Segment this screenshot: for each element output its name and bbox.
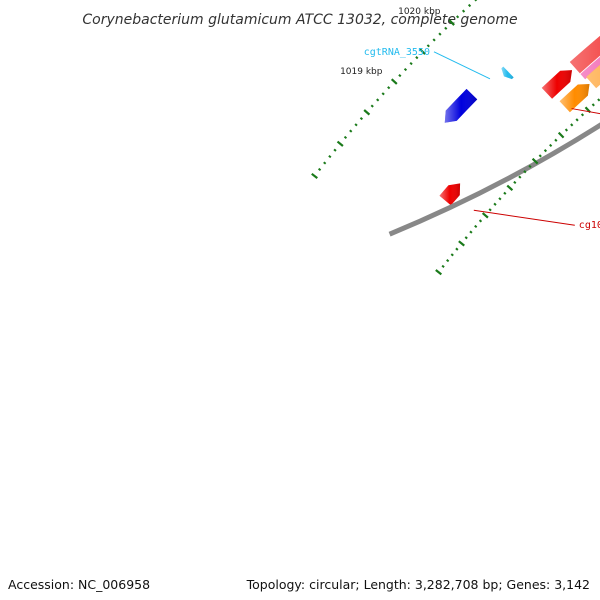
scale-tick <box>349 129 353 133</box>
scale-tick <box>387 86 391 90</box>
feature-labels: cg1096cgtRNA_3550cg1098mfdcg1100 <box>364 47 600 231</box>
scale-tick <box>478 219 483 223</box>
scale-tick <box>488 208 492 212</box>
gene-arrow-shade <box>559 84 590 113</box>
scale-tick <box>354 123 358 127</box>
feature-layer <box>439 35 600 206</box>
scale-tick <box>549 143 553 148</box>
scale-tick <box>503 191 507 195</box>
scale-tick <box>493 202 497 206</box>
scale-tick <box>311 172 318 179</box>
scale-tick <box>323 161 327 165</box>
scale-tick <box>450 253 454 257</box>
scale-tick <box>336 140 344 147</box>
label-leader <box>433 51 491 80</box>
scale-tick <box>467 3 472 8</box>
scale-tick <box>570 123 574 127</box>
scale-tick <box>597 98 600 102</box>
scale-tick <box>415 56 419 60</box>
scale-tick <box>435 269 443 276</box>
scale-tick <box>458 240 465 247</box>
scale-tick <box>464 236 468 240</box>
genome-backbone <box>388 122 600 237</box>
gene-arrow-shade <box>569 35 600 74</box>
scale-label: 1020 kbp <box>398 7 441 17</box>
topology-info: Topology: circular; Length: 3,282,708 bp… <box>246 577 590 592</box>
scale-tick <box>506 184 514 192</box>
scale-tick <box>403 67 408 72</box>
scale-tick <box>523 170 527 174</box>
scale-tick <box>448 19 455 26</box>
scale-tick <box>328 154 332 159</box>
gene-label[interactable]: cg1096 <box>579 220 600 231</box>
scale-tick <box>370 104 374 108</box>
scale-tick <box>564 128 569 132</box>
label-leader <box>571 108 600 115</box>
scale-tick <box>455 247 459 251</box>
scale-tick <box>531 157 539 165</box>
scale-tick <box>474 0 478 2</box>
accession-info: Accession: NC_006958 <box>8 577 151 592</box>
scale-tick <box>498 197 502 201</box>
scale-tick <box>317 167 322 172</box>
scale-tick <box>419 48 426 55</box>
label-leader <box>473 209 575 226</box>
scale-tick <box>543 149 548 153</box>
gene-arrow-shade <box>444 88 478 123</box>
scale-tick <box>461 9 466 13</box>
scale-tick <box>390 78 398 85</box>
scale-tick <box>432 38 436 42</box>
gene-arrow-shade <box>586 64 600 89</box>
gene-arrow-shade <box>501 66 514 80</box>
map-title: Corynebacterium glutamicum ATCC 13032, c… <box>82 12 517 28</box>
scale-tick <box>518 175 522 179</box>
scale-tick <box>376 98 380 102</box>
scale-tick <box>363 109 371 116</box>
scale-tick <box>580 113 585 117</box>
gene-arrow-shade <box>580 56 600 80</box>
gene-arrow-shade <box>541 70 573 99</box>
scale-tick <box>343 135 348 139</box>
scale-tick <box>575 118 579 122</box>
scale-tick <box>469 230 473 234</box>
scale-label: 1019 kbp <box>340 67 383 77</box>
scale-tick <box>591 103 595 107</box>
scale-tick <box>438 32 442 36</box>
gene-label[interactable]: cgtRNA_3550 <box>364 47 430 58</box>
scale-tick <box>359 116 364 121</box>
scale-tick <box>441 264 445 268</box>
scale-tick <box>528 164 532 169</box>
scale-tick <box>513 180 517 185</box>
scale-tick <box>557 131 565 139</box>
scale-tick <box>381 92 385 96</box>
gene-arrow-shade <box>439 183 461 206</box>
scale-tick <box>474 224 478 229</box>
scale-tick <box>538 154 542 158</box>
scale-tick <box>398 73 402 78</box>
scale-tick <box>554 138 558 142</box>
scale-tick <box>333 148 337 152</box>
scale-tick <box>446 259 450 263</box>
scale-tick <box>444 26 448 30</box>
scale-tick <box>456 15 460 19</box>
scale-tick <box>481 212 489 219</box>
scale-tick <box>426 44 430 48</box>
scale-tick <box>409 61 413 66</box>
